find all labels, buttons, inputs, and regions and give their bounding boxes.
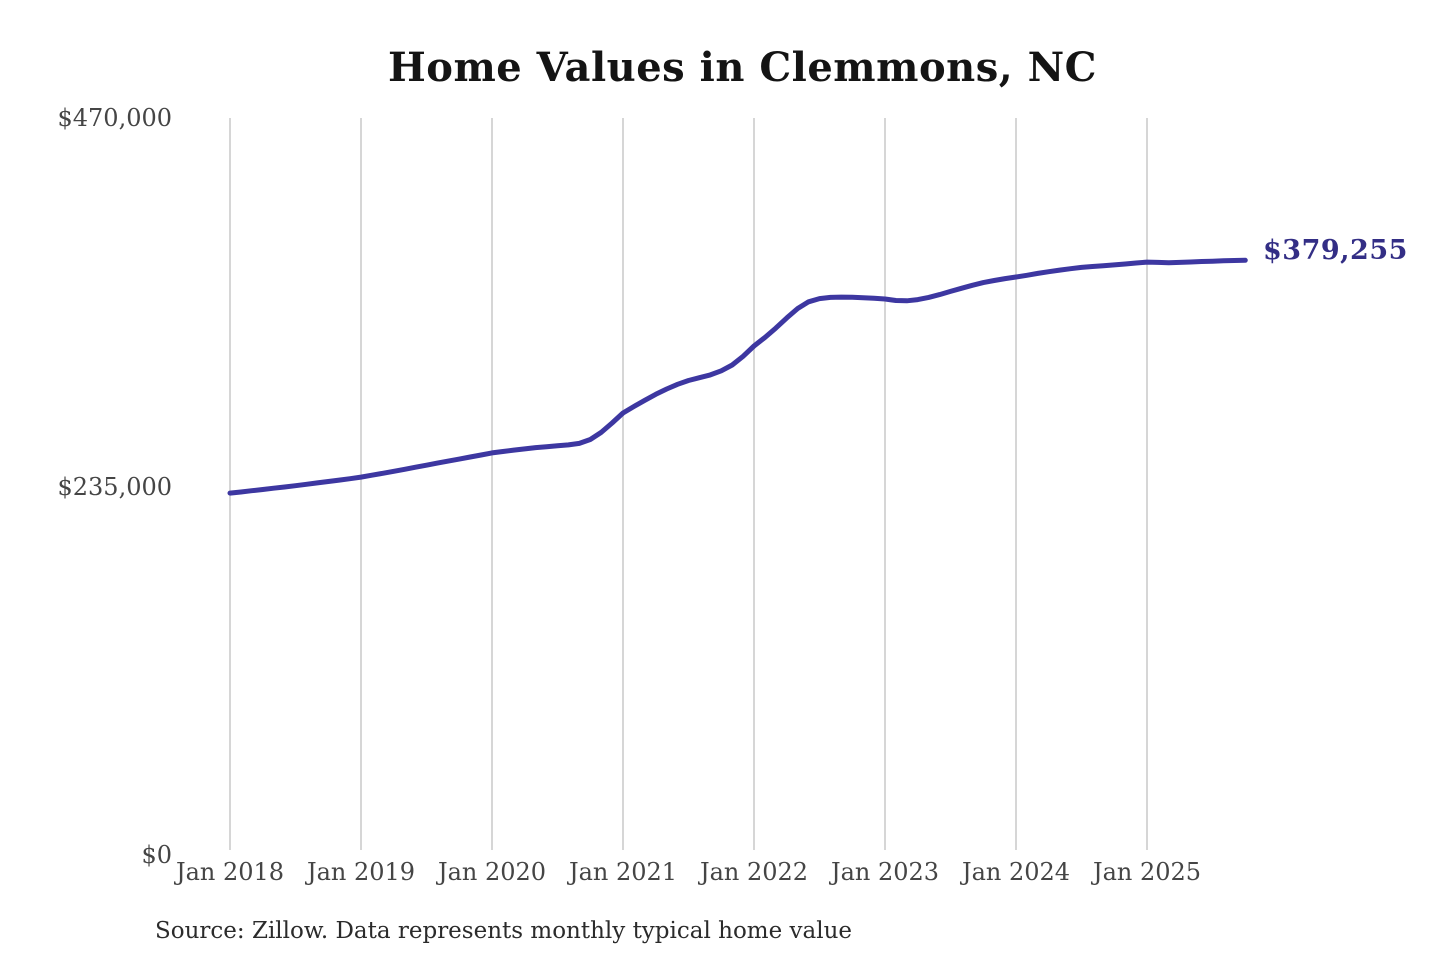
x-axis-tick-label: Jan 2018 [175,858,285,886]
y-axis-tick-label: $0 [141,841,172,869]
home-value-line [227,257,1248,496]
x-axis-tick-label: Jan 2025 [1092,858,1202,886]
chart-title: Home Values in Clemmons, NC [388,44,1097,91]
y-axis-tick-label: $470,000 [57,104,172,132]
y-axis-tick-label: $235,000 [57,472,172,501]
x-axis-tick-label: Jan 2023 [830,858,940,886]
x-axis-tick-label: Jan 2024 [961,858,1071,886]
x-axis-tick-label: Jan 2022 [699,858,809,886]
x-axis-tick-label: Jan 2019 [306,858,416,886]
x-axis-tick-label: Jan 2021 [568,858,678,886]
current-value-label: $379,255 [1263,235,1408,266]
source-note: Source: Zillow. Data represents monthly … [155,918,853,944]
x-axis-tick-label: Jan 2020 [437,858,547,886]
